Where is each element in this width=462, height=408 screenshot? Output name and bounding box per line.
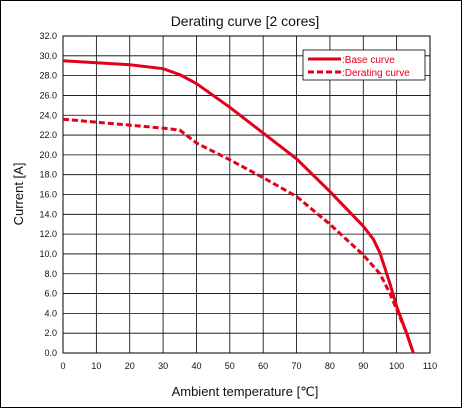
y-tick-label: 32.0 (39, 31, 57, 41)
y-tick-label: 18.0 (39, 170, 57, 180)
legend-label: :Base curve (342, 55, 395, 66)
legend: :Base curve :Derating curve (302, 49, 426, 81)
x-tick-label: 10 (91, 361, 101, 371)
x-tick-label: 0 (60, 361, 65, 371)
base-curve-line (62, 59, 415, 354)
x-tick-label: 40 (191, 361, 201, 371)
y-tick-label: 2.0 (44, 328, 57, 338)
y-tick-label: 16.0 (39, 190, 57, 200)
x-tick-label: 80 (325, 361, 335, 371)
series (62, 59, 415, 354)
y-tick-label: 20.0 (39, 150, 57, 160)
derating-curve-line (62, 117, 415, 354)
y-tick-label: 0.0 (44, 348, 57, 358)
x-tick-label: 60 (258, 361, 268, 371)
plot-border (62, 35, 431, 354)
x-tick-label: 90 (358, 361, 368, 371)
y-tick-label: 6.0 (44, 289, 57, 299)
chart-title: Derating curve [2 cores] (171, 13, 320, 29)
x-tick-label: 100 (389, 361, 404, 371)
x-axis-label: Ambient temperature [℃] (172, 384, 319, 399)
x-tick-label: 20 (125, 361, 135, 371)
legend-box (302, 49, 426, 81)
y-tick-labels: 0.0 2.0 4.0 6.0 8.0 10.0 12.0 14.0 16.0 18.0 20.0 2… (39, 31, 57, 358)
y-tick-label: 8.0 (44, 269, 57, 279)
y-tick-label: 12.0 (39, 229, 57, 239)
y-tick-label: 28.0 (39, 71, 57, 81)
legend-label: :Derating curve (342, 68, 410, 79)
y-tick-label: 14.0 (39, 209, 57, 219)
y-tick-label: 22.0 (39, 130, 57, 140)
x-tick-label: 110 (423, 361, 437, 371)
x-tick-label: 30 (158, 361, 168, 371)
y-tick-label: 24.0 (39, 110, 57, 120)
y-axis-label: Current [A] (11, 163, 26, 226)
y-tick-label: 4.0 (44, 308, 57, 318)
y-tick-label: 26.0 (39, 90, 57, 100)
y-tick-label: 30.0 (39, 51, 57, 61)
x-tick-label: 50 (225, 361, 235, 371)
y-tick-label: 10.0 (39, 249, 57, 259)
x-tick-labels: 0 10 20 30 40 50 60 70 80 90 100 110 (60, 361, 437, 371)
x-tick-label: 70 (292, 361, 302, 371)
